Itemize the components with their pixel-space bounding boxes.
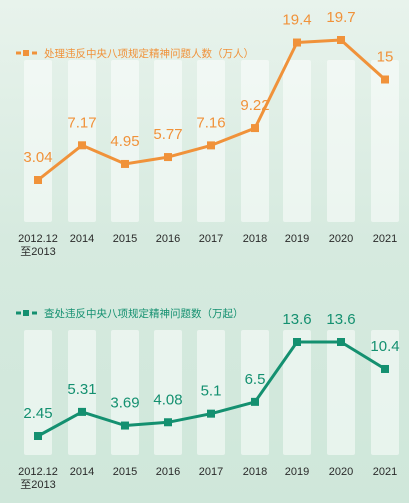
x-tick-label: 2020 [329, 466, 353, 478]
data-label: 2.45 [23, 405, 52, 422]
data-label: 5.77 [153, 126, 182, 143]
x-tick-label: 2020 [329, 233, 353, 245]
x-tick-label: 2019 [285, 466, 309, 478]
data-label: 7.17 [67, 114, 96, 131]
data-point [78, 141, 86, 150]
x-tick-label: 2021 [373, 233, 397, 245]
data-point [337, 338, 345, 346]
x-tick-label: 2012.12 [18, 466, 58, 478]
data-label: 3.04 [23, 149, 52, 166]
x-tick-label: 2015 [113, 233, 137, 245]
x-tick-label: 2018 [243, 233, 267, 245]
background-column [197, 60, 225, 222]
data-point [34, 432, 42, 440]
data-label: 4.95 [110, 133, 139, 150]
background-column [371, 60, 399, 222]
data-label: 5.31 [67, 381, 96, 398]
data-point [121, 159, 129, 168]
x-tick-label: 2015 [113, 466, 137, 478]
data-label: 4.08 [153, 391, 182, 408]
data-label: 5.1 [201, 383, 222, 400]
data-point [251, 397, 259, 406]
background-column [327, 330, 355, 455]
data-point [337, 36, 345, 44]
data-point [293, 38, 301, 47]
background-column [371, 330, 399, 455]
data-label: 19.4 [282, 12, 311, 29]
data-label: 19.7 [326, 9, 355, 26]
x-tick-label: 2017 [199, 466, 223, 478]
data-point [207, 409, 215, 418]
data-label: 3.69 [110, 395, 139, 412]
x-tick-label: 2021 [373, 466, 397, 478]
background-column [154, 60, 182, 222]
data-point [251, 124, 259, 133]
data-label: 13.6 [282, 311, 311, 328]
legend-title: 查处违反中央八项规定精神问题数（万起） [44, 307, 244, 320]
background-column [111, 330, 139, 455]
data-point [121, 421, 129, 430]
x-tick-label: 2014 [70, 466, 94, 478]
x-tick-label: 2018 [243, 466, 267, 478]
data-point [164, 418, 172, 427]
data-label: 6.5 [245, 371, 266, 388]
legend-marker-square [23, 50, 29, 56]
data-point [78, 407, 86, 416]
x-tick-label: 2012.12 [18, 233, 58, 245]
x-tick-label: 2017 [199, 233, 223, 245]
background-column [68, 60, 96, 222]
data-point [207, 141, 215, 150]
x-tick-label: 2016 [156, 466, 180, 478]
data-point [381, 364, 389, 373]
data-label: 7.16 [196, 114, 225, 131]
background-column [283, 60, 311, 222]
background-column [24, 60, 52, 222]
background-column [241, 330, 269, 455]
x-tick-label: 2016 [156, 233, 180, 245]
legend-marker-square [23, 310, 29, 316]
data-label: 10.4 [370, 338, 399, 355]
data-label: 9.22 [240, 97, 269, 114]
x-tick-label: 至2013 [20, 479, 55, 491]
data-label: 15 [377, 48, 394, 65]
background-column [111, 60, 139, 222]
data-point [381, 75, 389, 84]
data-label: 13.6 [326, 311, 355, 328]
background-column [241, 60, 269, 222]
background-column [24, 330, 52, 455]
data-point [293, 338, 301, 346]
legend-title: 处理违反中央八项规定精神问题人数（万人） [44, 47, 254, 60]
background-column [283, 330, 311, 455]
x-tick-label: 至2013 [20, 246, 55, 258]
data-point [34, 176, 42, 184]
x-tick-label: 2019 [285, 233, 309, 245]
background-column [197, 330, 225, 455]
background-column [327, 60, 355, 222]
x-tick-label: 2014 [70, 233, 94, 245]
background-column [68, 330, 96, 455]
data-point [164, 153, 172, 162]
